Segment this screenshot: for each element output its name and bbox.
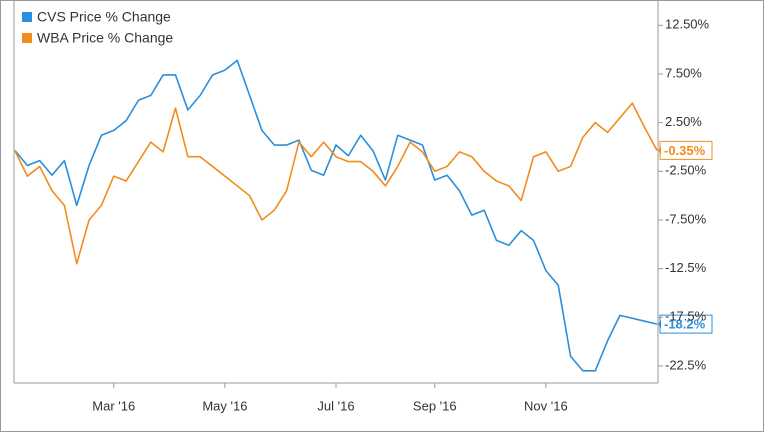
y-tick-label: -12.5% xyxy=(665,260,707,275)
x-tick-label: Jul '16 xyxy=(317,398,354,413)
y-tick-label: -7.50% xyxy=(665,211,707,226)
legend-swatch xyxy=(22,33,32,43)
x-tick-label: May '16 xyxy=(202,398,247,413)
value-label: -18.2% xyxy=(664,317,706,332)
plot-area xyxy=(14,59,658,372)
series-line xyxy=(14,59,658,372)
value-label-pointer xyxy=(658,320,661,329)
y-tick-label: -17.5% xyxy=(665,309,707,324)
y-tick-label: -22.5% xyxy=(665,357,707,372)
y-tick-label: 7.50% xyxy=(665,65,702,80)
legend-swatch xyxy=(22,12,32,22)
value-label-pointer xyxy=(658,146,661,155)
y-tick-label: 12.50% xyxy=(665,17,710,32)
x-tick-label: Nov '16 xyxy=(524,398,568,413)
legend: CVS Price % Change WBA Price % Change xyxy=(22,9,173,46)
y-tick-label: 2.50% xyxy=(665,114,702,129)
x-tick-label: Sep '16 xyxy=(413,398,457,413)
x-tick-label: Mar '16 xyxy=(92,398,135,413)
legend-label: CVS Price % Change xyxy=(37,9,171,25)
overlay: -18.2% -0.35% CVS Price % Change WBA Price … xyxy=(22,9,713,334)
y-tick-label: -2.50% xyxy=(665,163,707,178)
legend-label: WBA Price % Change xyxy=(37,30,173,46)
value-label: -0.35% xyxy=(664,143,706,158)
series-line xyxy=(14,102,658,265)
